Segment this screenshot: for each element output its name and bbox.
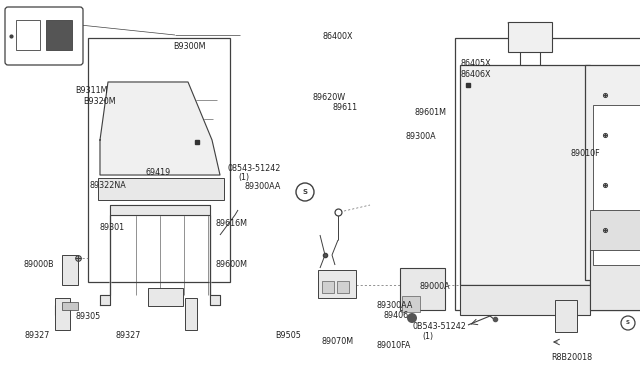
- Text: 89327: 89327: [115, 331, 141, 340]
- Bar: [98, 178, 224, 200]
- Text: 89000B: 89000B: [24, 260, 54, 269]
- Bar: [400, 268, 445, 310]
- Text: 89000A: 89000A: [419, 282, 450, 291]
- Bar: [322, 281, 334, 293]
- Bar: [590, 240, 640, 310]
- Text: 86405X: 86405X: [461, 59, 492, 68]
- Text: 89406: 89406: [384, 311, 409, 320]
- Bar: [55, 298, 70, 330]
- Bar: [148, 288, 183, 306]
- Text: 89070M: 89070M: [322, 337, 354, 346]
- Text: 89300AA: 89300AA: [376, 301, 413, 310]
- Text: B9300M: B9300M: [173, 42, 205, 51]
- Text: 89010FA: 89010FA: [376, 341, 411, 350]
- Text: 86406X: 86406X: [461, 70, 492, 79]
- Text: (1): (1): [239, 173, 250, 182]
- Polygon shape: [100, 82, 220, 175]
- Bar: [590, 210, 640, 250]
- Text: 89327: 89327: [24, 331, 50, 340]
- Text: 69419: 69419: [146, 169, 171, 177]
- Bar: [46, 20, 72, 50]
- Bar: [16, 20, 40, 50]
- Text: 89616M: 89616M: [215, 219, 247, 228]
- Text: B9311M: B9311M: [76, 86, 108, 94]
- Bar: [62, 255, 78, 285]
- Text: 86400X: 86400X: [323, 32, 353, 41]
- Bar: [460, 65, 590, 285]
- Bar: [460, 285, 590, 315]
- Text: S: S: [303, 189, 307, 195]
- Polygon shape: [100, 205, 220, 305]
- Text: R8B20018: R8B20018: [552, 353, 593, 362]
- Text: B9320M: B9320M: [83, 97, 116, 106]
- Text: 89300AA: 89300AA: [244, 182, 281, 191]
- Bar: [402, 296, 420, 312]
- Bar: [318, 270, 356, 298]
- Text: 89322NA: 89322NA: [90, 182, 126, 190]
- Text: B9505: B9505: [275, 331, 301, 340]
- Text: 89620W: 89620W: [312, 93, 346, 102]
- Text: (1): (1): [422, 332, 433, 341]
- Text: 89601M: 89601M: [414, 108, 446, 117]
- FancyBboxPatch shape: [5, 7, 83, 65]
- Bar: [185, 298, 197, 330]
- Text: 89300A: 89300A: [405, 132, 436, 141]
- Text: 89010F: 89010F: [571, 149, 600, 158]
- Text: 89600M: 89600M: [215, 260, 247, 269]
- Bar: [593, 105, 640, 265]
- Bar: [62, 302, 78, 310]
- Circle shape: [407, 313, 417, 323]
- Bar: [337, 281, 349, 293]
- Text: S: S: [626, 321, 630, 326]
- Text: 89305: 89305: [76, 312, 100, 321]
- Text: 0B543-51242: 0B543-51242: [413, 322, 467, 331]
- Text: 89301: 89301: [99, 223, 124, 232]
- Text: 08543-51242: 08543-51242: [228, 164, 281, 173]
- Text: 89611: 89611: [333, 103, 358, 112]
- Bar: [508, 22, 552, 52]
- Bar: [585, 65, 640, 280]
- Bar: [88, 38, 230, 282]
- Bar: [455, 38, 640, 310]
- Bar: [555, 300, 577, 332]
